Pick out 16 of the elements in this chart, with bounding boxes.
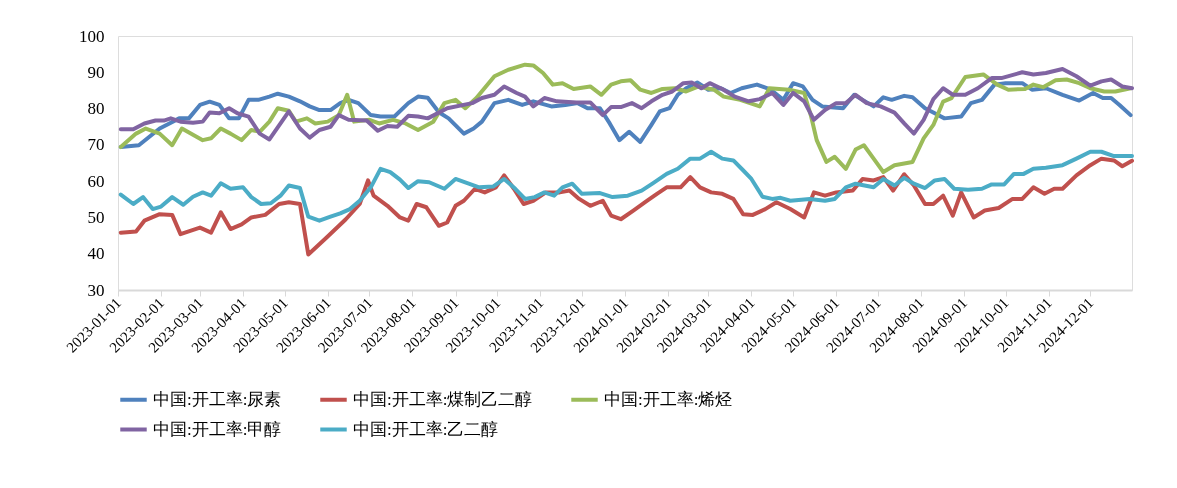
legend-label: 中国:开工率:乙二醇: [353, 419, 499, 439]
legend-label: 中国:开工率:甲醇: [153, 419, 282, 439]
y-tick-label: 40: [87, 244, 105, 264]
y-tick-label: 100: [79, 26, 105, 46]
y-tick-label: 80: [87, 99, 105, 119]
y-tick-label: 60: [87, 171, 105, 191]
line-series: [118, 149, 1134, 223]
line-series: [118, 67, 1134, 142]
line-series: [118, 156, 1134, 257]
legend-label: 中国:开工率:尿素: [153, 389, 282, 409]
y-tick-label: 50: [87, 207, 105, 227]
legend-label: 中国:开工率:烯烃: [604, 389, 733, 409]
y-tick-label: 70: [87, 135, 105, 155]
y-tick-label: 90: [87, 62, 105, 82]
legend-label: 中国:开工率:煤制乙二醇: [353, 389, 533, 409]
y-tick-label: 30: [87, 280, 105, 300]
